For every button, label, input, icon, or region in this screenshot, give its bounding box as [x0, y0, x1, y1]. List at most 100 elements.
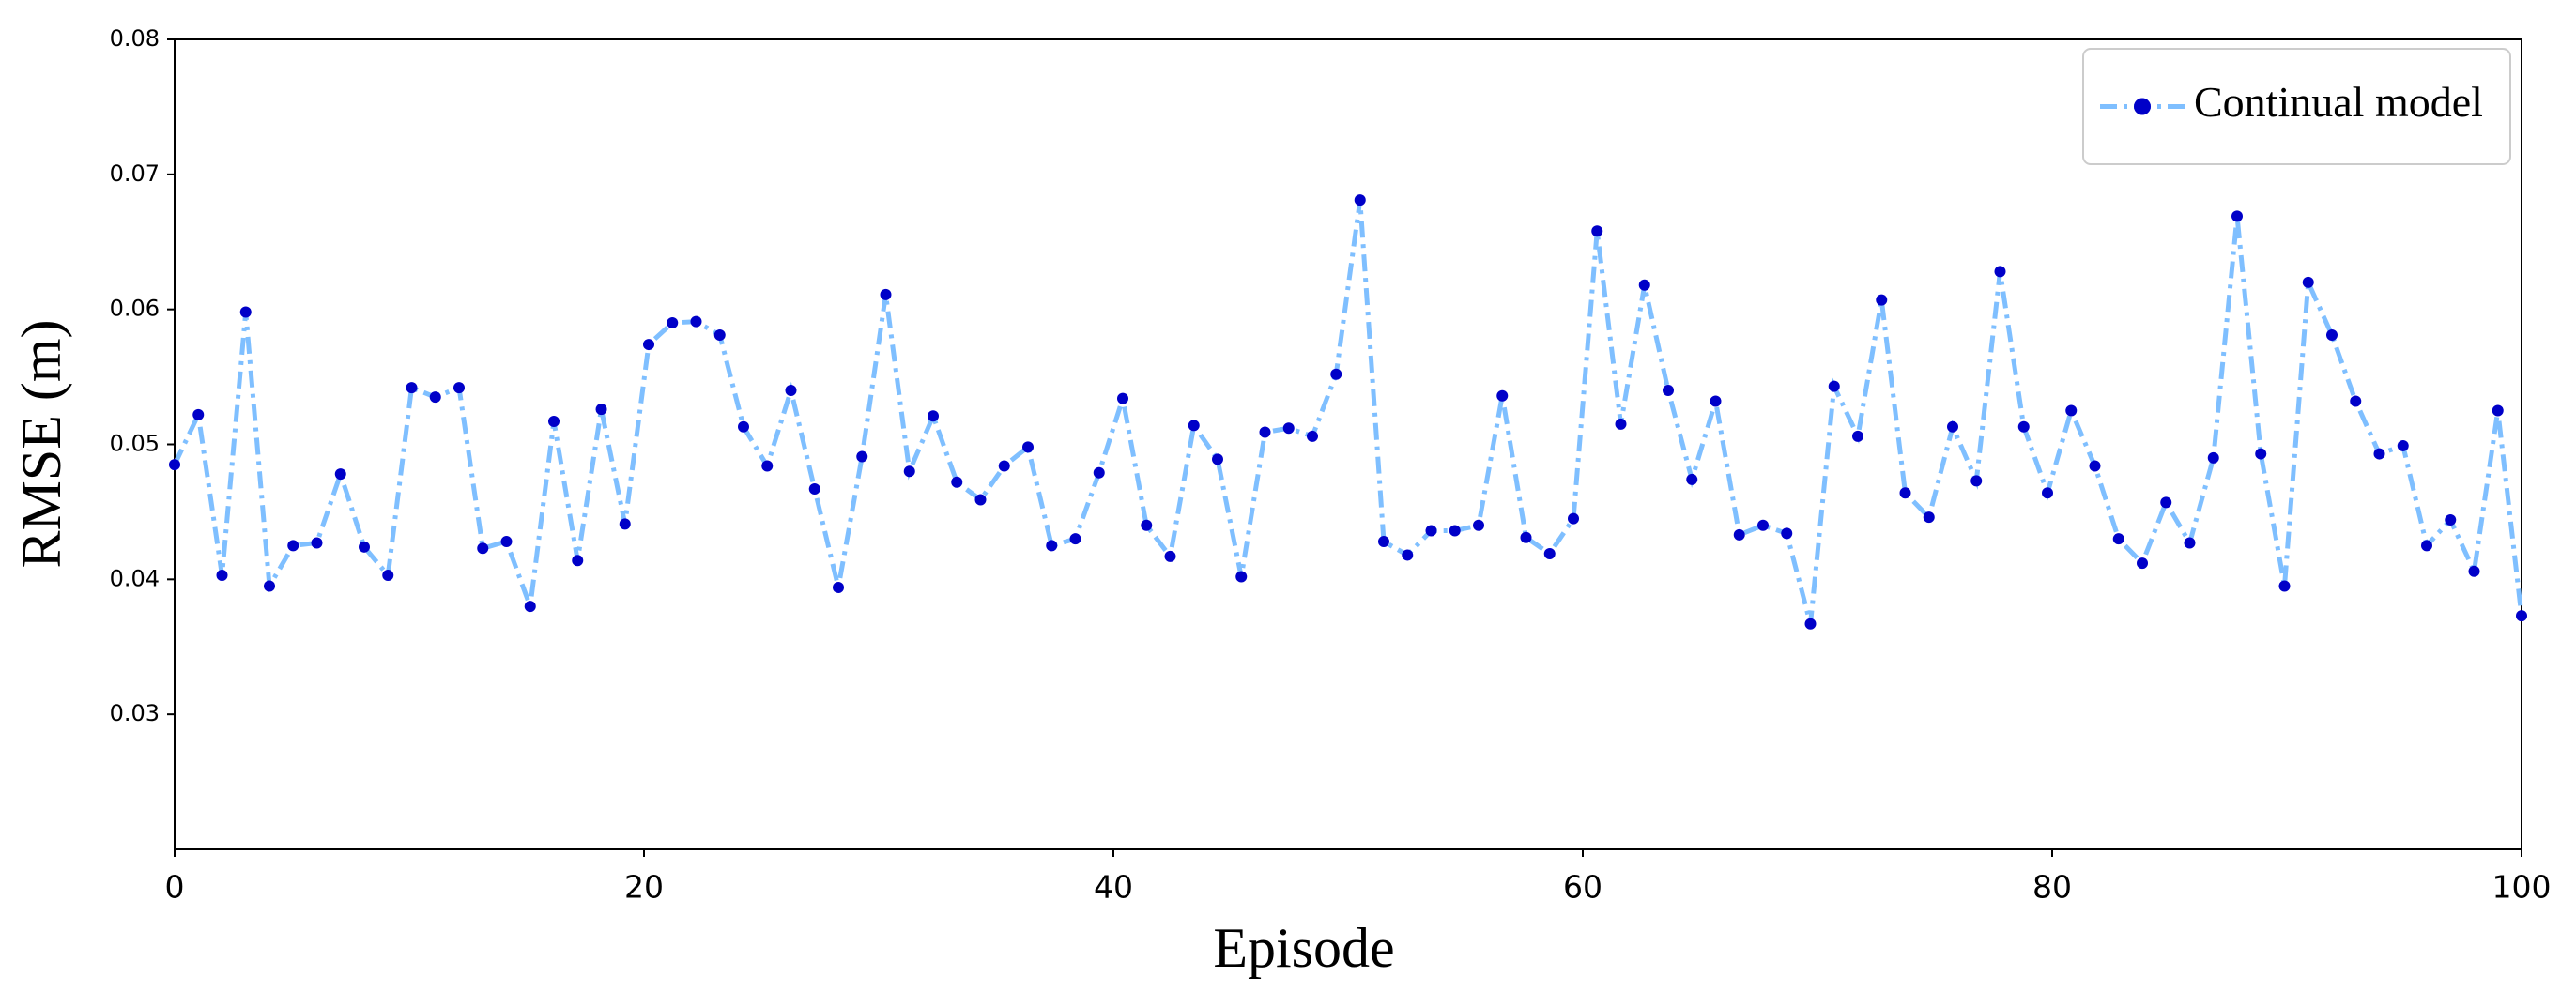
point — [998, 460, 1010, 472]
point — [1354, 194, 1366, 206]
point — [738, 420, 749, 433]
x-tick-label: 80 — [2032, 869, 2072, 906]
point — [2397, 439, 2409, 451]
point — [974, 494, 987, 506]
legend-box — [2082, 48, 2511, 165]
point — [595, 404, 607, 416]
point — [1473, 519, 1484, 531]
point — [2421, 540, 2432, 552]
point — [2137, 557, 2148, 570]
y-tick-label: 0.06 — [110, 296, 160, 322]
point — [1117, 392, 1128, 404]
point — [1876, 294, 1888, 306]
point — [406, 382, 418, 394]
point — [1591, 225, 1603, 237]
point — [833, 581, 844, 593]
point — [2350, 395, 2362, 407]
point — [667, 317, 679, 329]
point — [1141, 519, 1153, 531]
point — [1970, 475, 1983, 487]
y-tick-label: 0.05 — [110, 431, 160, 457]
point — [2278, 580, 2291, 592]
point — [1733, 528, 1745, 541]
point — [548, 416, 560, 428]
point — [334, 468, 346, 481]
point — [1638, 279, 1650, 291]
point — [1164, 550, 1176, 562]
point — [1947, 420, 1958, 433]
x-tick-label: 20 — [624, 869, 664, 906]
legend-label: Continual model — [2194, 78, 2483, 126]
point — [2255, 448, 2267, 460]
x-tick-label: 60 — [1563, 869, 1602, 906]
point — [808, 482, 820, 495]
point — [1496, 389, 1509, 402]
point — [2468, 565, 2480, 577]
point — [264, 580, 275, 592]
point — [1686, 473, 1698, 485]
point — [1282, 422, 1295, 435]
point — [1046, 540, 1058, 552]
point — [856, 450, 868, 463]
point — [2017, 420, 2030, 433]
point — [713, 328, 726, 341]
point — [1994, 266, 2006, 278]
point — [1307, 430, 1318, 442]
point — [1781, 527, 1793, 540]
point — [643, 339, 654, 351]
legend-marker — [2134, 98, 2151, 115]
point — [1425, 525, 1437, 537]
point — [524, 601, 536, 613]
point — [1022, 441, 1034, 453]
series-line — [172, 199, 2524, 625]
y-axis-label: RMSE (m) — [10, 319, 72, 568]
point — [359, 541, 370, 553]
point — [928, 410, 939, 422]
point — [1235, 571, 1248, 583]
point — [2373, 448, 2385, 460]
point — [311, 537, 323, 549]
point — [429, 391, 441, 404]
point — [169, 459, 180, 471]
point — [1852, 430, 1863, 442]
x-tick-label: 40 — [1094, 869, 1133, 906]
point — [1402, 549, 1414, 561]
point — [2302, 276, 2314, 288]
point — [1828, 380, 1840, 392]
y-tick-label: 0.07 — [110, 160, 160, 187]
point — [903, 465, 915, 478]
point — [2184, 537, 2196, 549]
point — [1093, 466, 1105, 479]
point — [2492, 404, 2504, 417]
x-tick-label: 0 — [165, 869, 185, 906]
point — [453, 382, 465, 394]
point — [1804, 618, 1817, 630]
point — [1330, 368, 1342, 380]
y-tick-label: 0.08 — [110, 25, 160, 52]
x-axis-label: Episode — [1213, 917, 1394, 979]
point — [1615, 418, 1627, 430]
point — [239, 306, 252, 318]
x-tick-label: 100 — [2492, 869, 2552, 906]
point — [216, 570, 228, 582]
point — [1069, 533, 1081, 545]
point — [880, 288, 892, 300]
point — [2089, 460, 2101, 472]
point — [2445, 514, 2457, 526]
point — [1663, 384, 1674, 396]
point — [1212, 453, 1223, 465]
point — [2231, 210, 2243, 222]
point — [1543, 548, 1556, 560]
point — [690, 315, 702, 328]
point — [2042, 487, 2053, 499]
y-tick-label: 0.03 — [110, 700, 160, 726]
point — [951, 476, 963, 488]
point — [761, 460, 774, 472]
point — [2326, 328, 2338, 341]
point — [2112, 533, 2124, 545]
point — [619, 518, 631, 530]
point — [2516, 610, 2527, 622]
y-tick-label: 0.04 — [110, 565, 160, 591]
point — [1899, 487, 1911, 499]
